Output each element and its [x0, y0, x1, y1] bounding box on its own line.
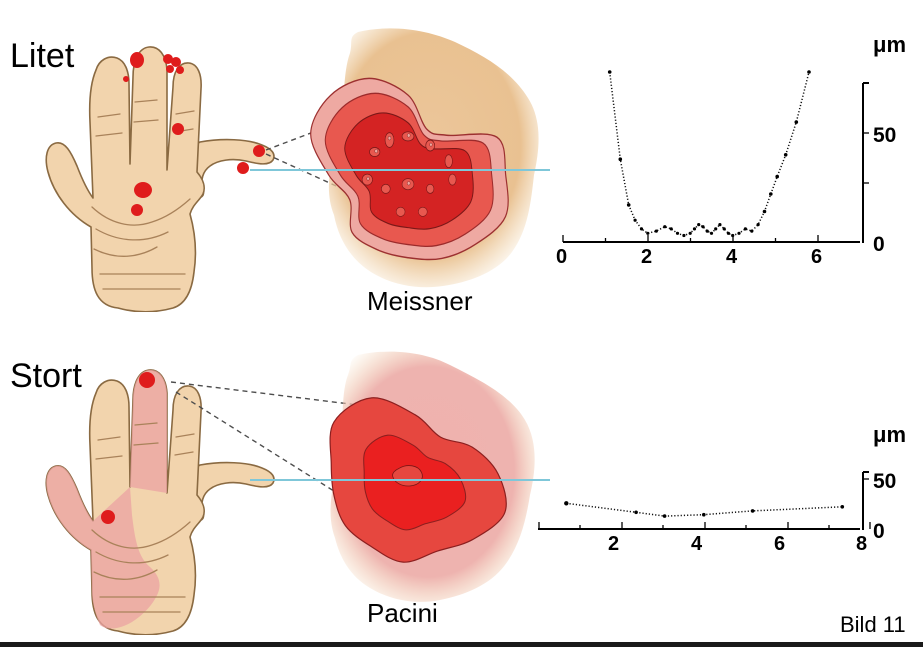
svg-text:2: 2 — [608, 533, 619, 555]
svg-text:50: 50 — [873, 470, 896, 493]
svg-text:0: 0 — [873, 520, 885, 543]
svg-text:0: 0 — [873, 233, 885, 256]
svg-text:μm: μm — [873, 32, 906, 57]
svg-text:6: 6 — [774, 533, 785, 555]
svg-text:2: 2 — [641, 246, 652, 268]
svg-text:μm: μm — [873, 422, 906, 447]
svg-text:4: 4 — [691, 533, 703, 555]
svg-text:8: 8 — [856, 533, 867, 555]
svg-text:4: 4 — [726, 246, 738, 268]
svg-text:6: 6 — [811, 246, 822, 268]
svg-text:50: 50 — [873, 124, 896, 147]
